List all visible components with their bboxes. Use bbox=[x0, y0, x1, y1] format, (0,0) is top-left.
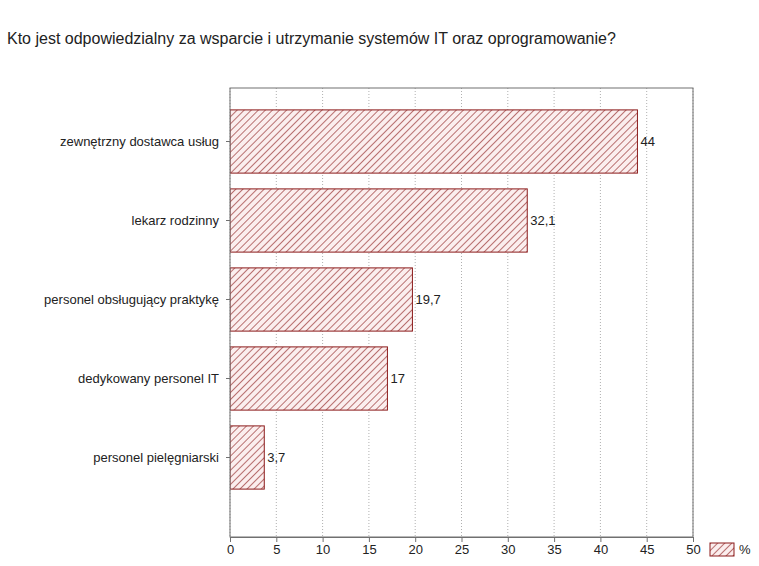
tick-mark bbox=[226, 378, 230, 379]
tick: zewnętrzny dostawca usług bbox=[60, 134, 230, 149]
tick: 15 bbox=[362, 537, 376, 557]
tick: 25 bbox=[455, 537, 469, 557]
tick: dedykowany personel IT bbox=[78, 371, 230, 386]
tick-label: zewnętrzny dostawca usług bbox=[60, 134, 219, 149]
tick-mark bbox=[226, 141, 230, 142]
tick-label: personel obsługujący praktykę bbox=[44, 292, 219, 307]
tick-label: 50 bbox=[686, 542, 700, 557]
data-label: 19,7 bbox=[415, 292, 440, 307]
data-labels: 44 32,1 19,7 17 3,7 bbox=[267, 134, 655, 465]
tick: 5 bbox=[273, 537, 280, 557]
tick: 20 bbox=[408, 537, 422, 557]
tick: personel obsługujący praktykę bbox=[44, 292, 230, 307]
tick-label: 10 bbox=[316, 542, 330, 557]
data-label: 32,1 bbox=[530, 213, 555, 228]
tick-label: 40 bbox=[594, 542, 608, 557]
tick: 0 bbox=[227, 537, 234, 557]
tick: 50 bbox=[686, 537, 700, 557]
bar bbox=[230, 110, 637, 173]
tick: 10 bbox=[316, 537, 330, 557]
tick-label: 35 bbox=[547, 542, 561, 557]
tick-mark bbox=[226, 220, 230, 221]
plot-background bbox=[230, 88, 693, 537]
bars bbox=[230, 110, 637, 489]
bar bbox=[230, 268, 412, 331]
data-label: 44 bbox=[640, 134, 654, 149]
tick: 30 bbox=[501, 537, 515, 557]
tick-label: 20 bbox=[408, 542, 422, 557]
legend-swatch bbox=[710, 543, 734, 556]
tick-label: 25 bbox=[455, 542, 469, 557]
plot-frame bbox=[230, 88, 693, 537]
tick: 35 bbox=[547, 537, 561, 557]
bar bbox=[230, 426, 264, 489]
title: Kto jest odpowiedzialny za wsparcie i ut… bbox=[7, 30, 616, 47]
axis-line bbox=[230, 103, 231, 498]
tick: lekarz rodzinny bbox=[132, 213, 230, 228]
tick-label: dedykowany personel IT bbox=[78, 371, 219, 386]
tick-label: 15 bbox=[362, 542, 376, 557]
tick-label: 5 bbox=[273, 542, 280, 557]
y-axis: zewnętrzny dostawca usług lekarz rodzinny… bbox=[44, 103, 230, 498]
x-axis: 0 5 10 15 20 25 30 35 40 45 50 bbox=[227, 537, 701, 557]
data-label: 3,7 bbox=[267, 450, 285, 465]
tick: 45 bbox=[640, 537, 654, 557]
tick-label: 0 bbox=[227, 542, 234, 557]
tick-label: lekarz rodzinny bbox=[132, 213, 220, 228]
tick-mark bbox=[226, 457, 230, 458]
tick: 40 bbox=[594, 537, 608, 557]
legend: % bbox=[710, 542, 751, 557]
chart: Kto jest odpowiedzialny za wsparcie i ut… bbox=[0, 0, 759, 566]
tick-label: personel pielęgniarski bbox=[93, 450, 219, 465]
bar bbox=[230, 189, 527, 252]
tick-mark bbox=[226, 299, 230, 300]
grid-line bbox=[646, 88, 647, 537]
tick-label: 45 bbox=[640, 542, 654, 557]
legend-label: % bbox=[739, 542, 751, 557]
tick: personel pielęgniarski bbox=[93, 450, 230, 465]
data-label: 17 bbox=[390, 371, 404, 386]
grid bbox=[230, 88, 693, 537]
tick-label: 30 bbox=[501, 542, 515, 557]
bar bbox=[230, 347, 387, 410]
